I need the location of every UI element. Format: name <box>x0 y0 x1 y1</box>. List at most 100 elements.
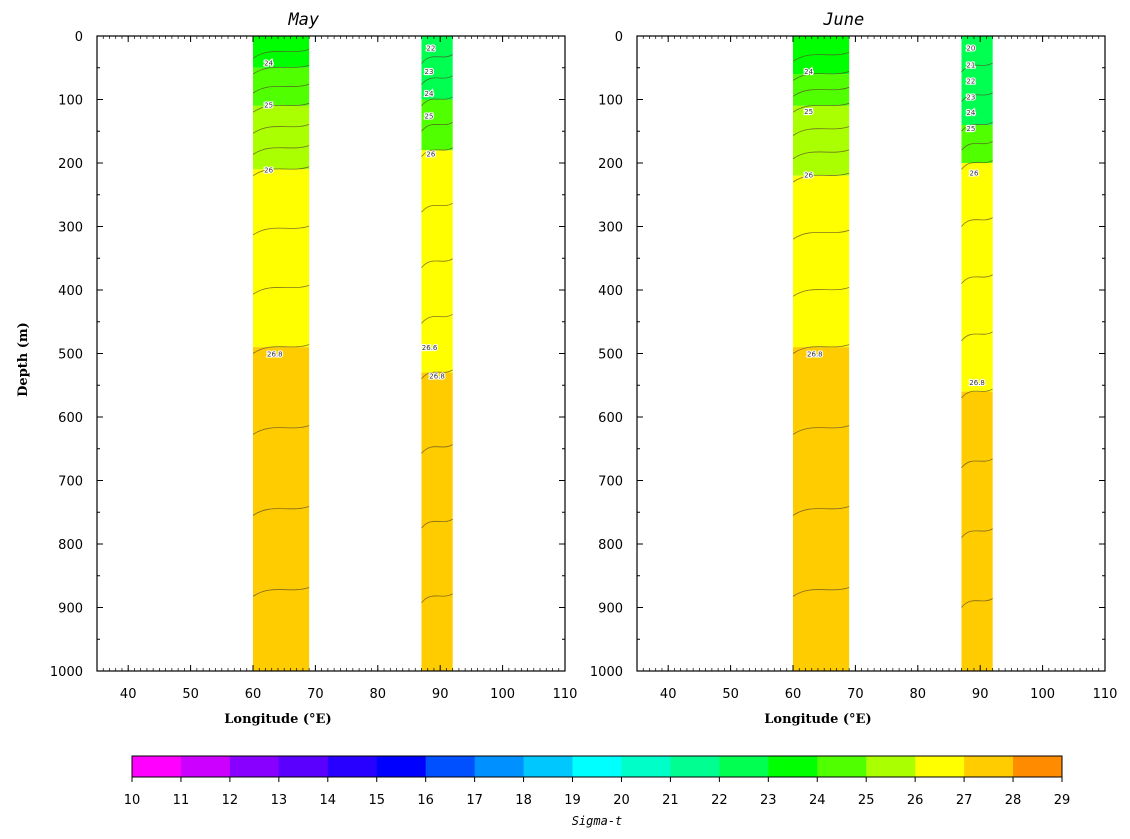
y-tick-label: 0 <box>75 30 83 45</box>
colorbar-tick-label: 10 <box>124 793 141 808</box>
colorbar-tick-label: 17 <box>466 793 483 808</box>
colorbar-swatch <box>180 756 231 777</box>
x-tick-label: 90 <box>972 687 989 702</box>
x-tick-label: 100 <box>1030 687 1055 702</box>
contour-line <box>961 458 993 469</box>
contour-line <box>252 102 310 113</box>
x-tick-label: 40 <box>660 687 677 702</box>
contour-line <box>792 172 850 183</box>
y-tick-label: 500 <box>58 348 83 363</box>
colorbar-swatch <box>964 756 1014 777</box>
colorbar-swatch <box>768 756 818 777</box>
contour-line <box>792 229 850 240</box>
x-tick-label: 60 <box>785 687 802 702</box>
sigma-band-24 <box>253 67 310 106</box>
y-tick-label: 900 <box>598 602 623 617</box>
contour-line <box>961 388 993 399</box>
y-axis-label: Depth (m) <box>16 322 31 397</box>
y-tick-label: 100 <box>58 94 83 109</box>
colorbar-swatch <box>866 756 916 777</box>
contour-line <box>421 593 453 603</box>
contour-label: 25 <box>264 102 273 110</box>
contour-line <box>252 344 310 354</box>
x-tick-label: 110 <box>1093 687 1118 702</box>
x-tick-label: 50 <box>182 687 199 702</box>
sigma-band-24 <box>421 99 453 151</box>
section-1: 24 25 26 26.8 <box>792 36 850 671</box>
contour-line <box>421 444 453 454</box>
x-tick-label: 110 <box>553 687 578 702</box>
section-1: 24 25 26 26.8 <box>252 36 310 671</box>
sigma-band-26 <box>793 175 850 348</box>
colorbar-tick-label: 19 <box>564 793 581 808</box>
contour-line <box>252 425 310 435</box>
colorbar-swatch <box>621 756 671 777</box>
contour-line <box>792 587 850 597</box>
contour-line <box>792 102 850 113</box>
x-tick-label: 70 <box>847 687 864 702</box>
panel-title: June <box>822 10 864 30</box>
x-tick-label: 100 <box>490 687 515 702</box>
contour-line <box>961 331 993 342</box>
contour-label: 21 <box>966 62 975 70</box>
colorbar-swatch <box>278 756 329 777</box>
plot-frame <box>96 35 566 672</box>
contour-line <box>421 75 453 85</box>
contour-line <box>252 166 310 177</box>
colorbar-swatch <box>425 756 476 777</box>
y-tick-label: 700 <box>598 475 623 490</box>
y-tick-label: 1000 <box>50 665 83 680</box>
x-tick-label: 80 <box>910 687 927 702</box>
y-tick-label: 800 <box>58 538 83 553</box>
contour-label: 24 <box>425 90 434 98</box>
colorbar-tick-label: 25 <box>858 793 875 808</box>
colorbar-tick-label: 23 <box>760 793 777 808</box>
contour-label: 26.8 <box>807 351 823 359</box>
colorbar-swatch <box>1013 756 1063 777</box>
contour-label: 26 <box>969 170 978 178</box>
colorbar-label: Sigma-t <box>572 814 623 828</box>
contour-label: 26 <box>264 166 273 174</box>
y-tick-label: 1000 <box>590 665 623 680</box>
contour-line <box>792 71 850 81</box>
y-tick-label: 300 <box>58 221 83 236</box>
x-axis-label: Longitude (°E) <box>764 712 871 727</box>
colorbar-tick-label: 15 <box>368 793 385 808</box>
contour-label: 26.8 <box>429 373 445 381</box>
y-tick-label: 400 <box>598 284 623 299</box>
contour-line <box>421 202 453 213</box>
contour-label: 24 <box>966 109 975 117</box>
sigma-band-27 <box>421 372 453 671</box>
contour-line <box>961 62 993 73</box>
sigma-band-26 <box>421 150 453 373</box>
colorbar-tick-label: 13 <box>271 793 288 808</box>
y-tick-label: 700 <box>58 475 83 490</box>
y-tick-label: 200 <box>598 157 623 172</box>
sigma-band-23 <box>253 36 310 68</box>
contour-label: 26.6 <box>422 344 438 352</box>
contour-line <box>421 314 453 324</box>
y-tick-label: 800 <box>598 538 623 553</box>
contour-label: 26 <box>804 171 813 179</box>
sigma-band-24 <box>793 74 850 106</box>
y-tick-label: 400 <box>58 284 83 299</box>
contour-label: 26.8 <box>969 379 985 387</box>
contour-line <box>792 52 850 62</box>
contour-label: 23 <box>425 68 434 76</box>
y-tick-label: 0 <box>615 30 623 45</box>
contour-line <box>792 87 850 97</box>
x-tick-label: 40 <box>120 687 137 702</box>
contour-line <box>252 145 310 155</box>
sigma-band-22 <box>421 36 453 100</box>
sigma-band-23 <box>793 36 850 75</box>
contour-line <box>421 122 453 132</box>
contour-line <box>961 92 993 102</box>
y-tick-label: 200 <box>58 157 83 172</box>
contour-label: 26 <box>426 150 435 158</box>
contour-label: 22 <box>426 44 435 52</box>
colorbar-tick-label: 26 <box>907 793 924 808</box>
contour-label: 25 <box>966 125 975 133</box>
contour-line <box>961 598 993 608</box>
contour-line <box>252 587 310 597</box>
plot-frame <box>636 35 1106 672</box>
